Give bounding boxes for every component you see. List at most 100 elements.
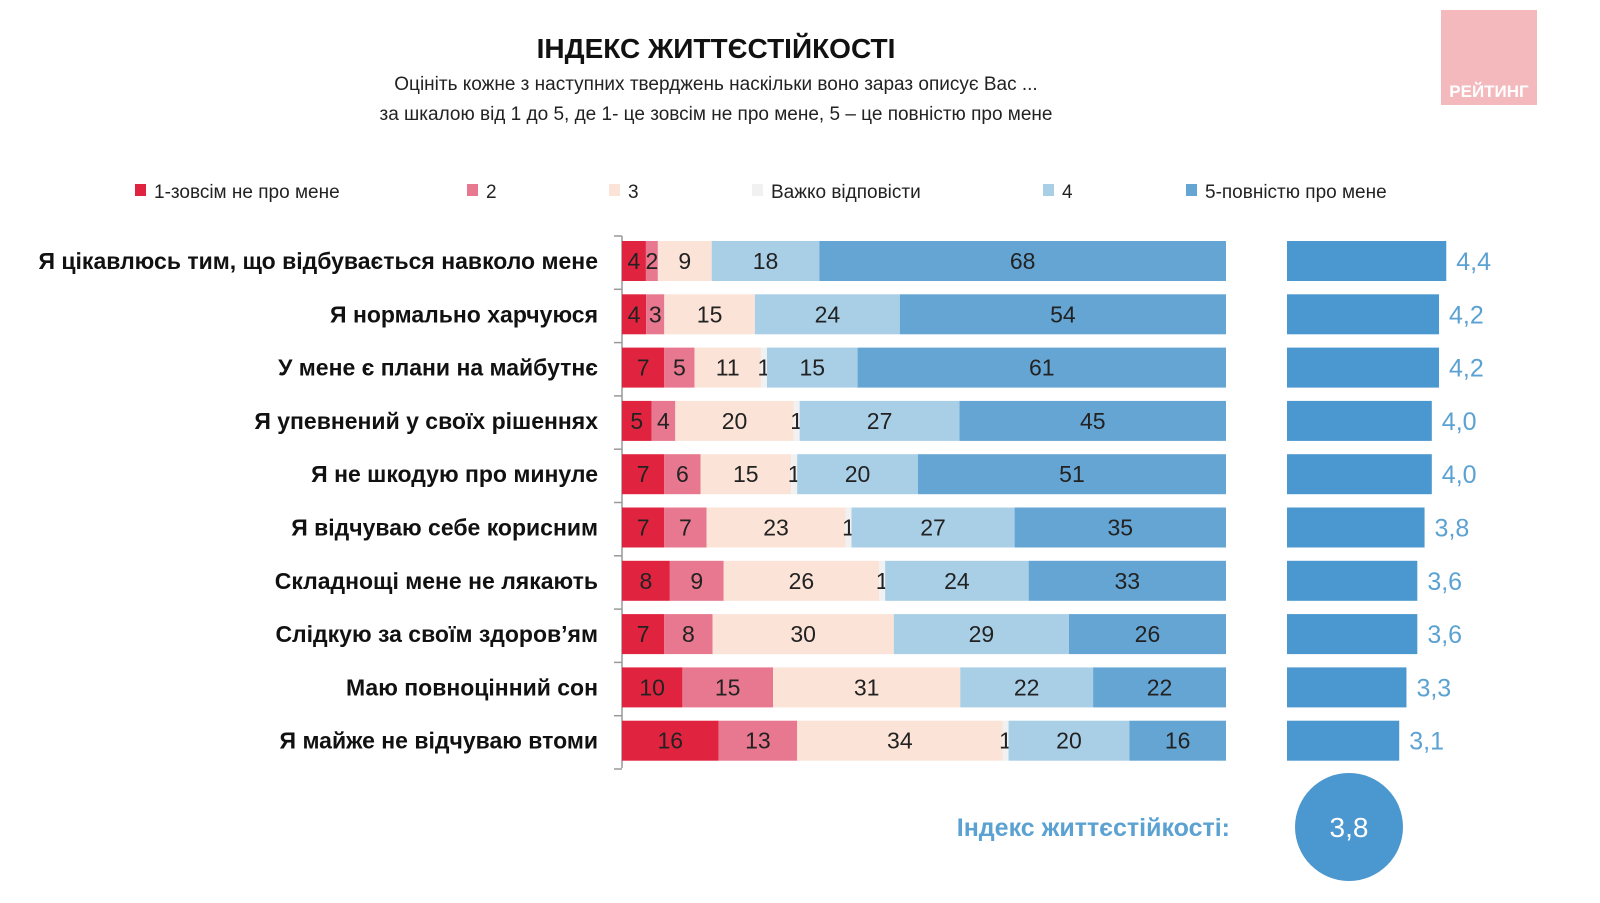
index-value-label: 4,2 (1449, 355, 1484, 383)
category-label: Я упевнений у своїх рішеннях (254, 408, 598, 434)
bar-segment (622, 400, 652, 441)
bar-segment (622, 667, 683, 708)
bar-segment (960, 667, 1094, 708)
category-label: Я відчуваю себе корисним (291, 515, 598, 541)
index-value-label: 4,2 (1449, 301, 1484, 329)
category-label: Слідкую за своїм здоров’ям (275, 621, 598, 647)
plot-area: Я цікавлюсь тим, що відбувається навколо… (38, 235, 1491, 770)
bar-segment (917, 454, 1226, 495)
bar-segment (706, 507, 846, 548)
bar-value-label: 35 (1108, 515, 1134, 541)
bar-segment (1068, 614, 1226, 655)
overall-index-circle (1295, 773, 1403, 881)
category-label: Я цікавлюсь тим, що відбувається навколо… (38, 248, 598, 274)
bar-segment (622, 454, 665, 495)
bar-value-label: 33 (1115, 568, 1141, 594)
bar-value-label: 26 (789, 568, 815, 594)
bar-value-label: 7 (637, 621, 650, 647)
legend-label: 3 (628, 182, 639, 203)
bar-value-label: 8 (682, 621, 695, 647)
chart-subtitle-1: Оцініть кожне з наступних тверджень наск… (394, 74, 1037, 95)
logo: РЕЙТИНГ (1441, 10, 1537, 105)
bar-value-label: 61 (1029, 355, 1055, 381)
bar-value-label: 9 (690, 568, 703, 594)
bar-segment (622, 507, 665, 548)
bar-segment (857, 347, 1226, 388)
bar-value-label: 68 (1010, 248, 1036, 274)
bar-segment (664, 294, 755, 335)
category-label: Я нормально харчуюся (330, 301, 598, 327)
index-bar (1287, 241, 1447, 281)
bar-value-label: 20 (845, 461, 871, 487)
legend-label: Важко відповісти (771, 182, 921, 203)
bar-value-label: 11 (716, 355, 740, 381)
bar-value-label: 7 (637, 355, 650, 381)
bar-segment (959, 400, 1226, 441)
bar-segment (718, 720, 798, 761)
index-bar (1287, 507, 1425, 548)
bar-segment (712, 614, 894, 655)
bar-value-label: 15 (733, 461, 759, 487)
bar-segment (1014, 507, 1226, 548)
bar-segment (682, 667, 773, 708)
overall-index: Індекс життєстійкості: 3,8 (957, 773, 1403, 881)
category-label: Я не шкодую про минуле (311, 461, 598, 487)
index-bar (1287, 667, 1407, 708)
bar-value-label: 6 (676, 461, 689, 487)
overall-index-value: 3,8 (1330, 812, 1369, 843)
bar-value-label: 26 (1135, 621, 1161, 647)
category-label: У мене є плани на майбутнє (278, 355, 598, 381)
index-bar (1287, 560, 1418, 601)
bar-segment (879, 560, 886, 601)
bar-segment (754, 294, 900, 335)
index-bar (1287, 614, 1418, 655)
bar-segment (773, 667, 961, 708)
bar-segment (799, 400, 960, 441)
bar-value-label: 10 (639, 674, 665, 700)
category-label: Складнощі мене не лякають (275, 568, 598, 594)
bar-value-label: 4 (628, 301, 641, 327)
index-value-label: 4,0 (1442, 408, 1477, 436)
index-value-label: 3,3 (1416, 674, 1451, 702)
bar-value-label: 29 (969, 621, 995, 647)
bar-value-label: 20 (722, 408, 748, 434)
bar-segment (664, 507, 707, 548)
bar-value-label: 24 (815, 301, 841, 327)
legend-swatch (1043, 184, 1054, 196)
legend: 1-зовсім не про мене 2 3 Важко відповісти 4 5… (135, 182, 1387, 203)
bar-segment (675, 400, 794, 441)
bar-value-label: 15 (715, 674, 741, 700)
bar-value-label: 54 (1050, 301, 1076, 327)
bar-segment (651, 400, 676, 441)
bar-segment (622, 560, 670, 601)
bar-segment (893, 614, 1069, 655)
index-value-label: 3,6 (1427, 568, 1462, 596)
bar-value-label: 4 (657, 408, 670, 434)
index-bar (1287, 400, 1432, 441)
chart-subtitle-2: за шкалою від 1 до 5, де 1- це зовсім не… (380, 104, 1053, 125)
bar-segment (622, 614, 665, 655)
bar-segment (797, 720, 1003, 761)
bar-value-label: 45 (1080, 408, 1106, 434)
overall-index-label: Індекс життєстійкості: (957, 814, 1230, 842)
bar-segment (760, 347, 767, 388)
category-label: Я майже не відчуваю втоми (280, 728, 598, 754)
bar-segment (819, 241, 1226, 281)
legend-label: 5-повністю про мене (1205, 182, 1387, 203)
bar-segment (1028, 560, 1226, 601)
bar-segment (797, 454, 918, 495)
legend-swatch (752, 184, 763, 196)
legend-swatch (467, 184, 478, 196)
bar-value-label: 22 (1147, 674, 1173, 700)
bar-value-label: 34 (887, 728, 913, 754)
bar-value-label: 23 (763, 515, 789, 541)
index-value-label: 4,4 (1456, 248, 1491, 276)
index-bar (1287, 720, 1400, 761)
bar-segment (711, 241, 820, 281)
bar-value-label: 16 (1165, 728, 1191, 754)
bar-segment (669, 560, 724, 601)
bar-value-label: 5 (673, 355, 686, 381)
legend-swatch (1186, 184, 1197, 196)
bar-value-label: 7 (679, 515, 692, 541)
bar-value-label: 9 (678, 248, 691, 274)
